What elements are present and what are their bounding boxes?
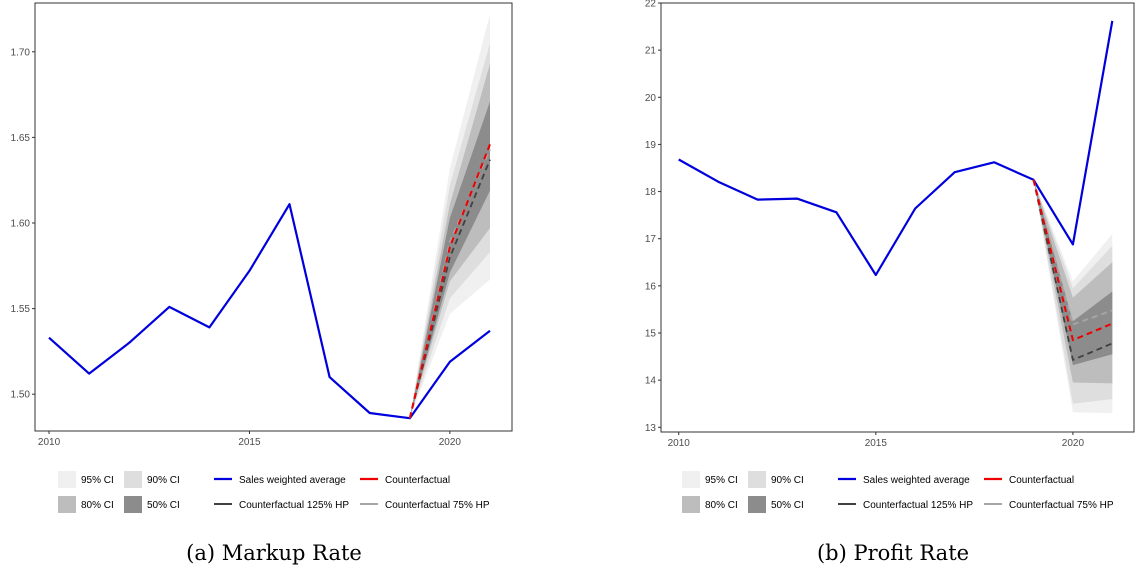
x-tick-label: 2015	[865, 438, 888, 449]
x-tick-label: 2015	[238, 437, 261, 448]
y-tick-label: 18	[645, 187, 657, 198]
ci-band-4	[1033, 179, 1113, 366]
legend-swatch-ci50	[124, 496, 142, 513]
legend-label-ci95: 95% CI	[81, 475, 114, 486]
legend-label-sales: Sales weighted average	[863, 475, 970, 486]
series-line-counterfactual	[1032, 179, 1113, 342]
x-tick-label: 2010	[38, 437, 61, 448]
y-tick-label: 17	[645, 234, 657, 245]
x-tick-label: 2020	[439, 437, 462, 448]
y-tick-label: 1.60	[11, 218, 31, 229]
legend-label-ci80: 80% CI	[705, 500, 738, 511]
y-tick-label: 14	[645, 376, 657, 387]
y-tick-label: 15	[645, 329, 657, 340]
legend-label-cf125: Counterfactual 125% HP	[239, 500, 349, 511]
chart-caption: (a) Markup Rate	[186, 541, 362, 565]
y-tick-label: 21	[645, 46, 657, 57]
y-tick-label: 13	[645, 423, 657, 434]
legend-label-ci90: 90% CI	[771, 475, 804, 486]
legend-label-cf75: Counterfactual 75% HP	[1009, 500, 1114, 511]
legend-label-counterfactual: Counterfactual	[1009, 475, 1074, 486]
y-tick-label: 22	[645, 0, 657, 10]
legend-label-counterfactual: Counterfactual	[385, 475, 450, 486]
y-tick-label: 20	[645, 93, 657, 104]
legend-label-ci90: 90% CI	[147, 475, 180, 486]
panel-border	[660, 2, 1135, 433]
series-line-sales	[48, 203, 491, 420]
legend-swatch-ci90	[748, 471, 766, 488]
legend-swatch-ci95	[58, 471, 76, 488]
legend-label-ci50: 50% CI	[147, 500, 180, 511]
x-tick-label: 2010	[668, 438, 691, 449]
y-tick-label: 19	[645, 140, 657, 151]
y-tick-label: 1.70	[11, 47, 31, 58]
legend-swatch-ci90	[124, 471, 142, 488]
legend-label-sales: Sales weighted average	[239, 475, 346, 486]
legend-swatch-ci80	[682, 496, 700, 513]
y-tick-label: 16	[645, 281, 657, 292]
legend-swatch-ci50	[748, 496, 766, 513]
series-line-cf125	[1032, 179, 1113, 361]
markup-rate-chart: 1.50 1.55 1.60 1.65 1.70 2010 2015 2020 95% CI 90…	[11, 2, 513, 565]
legend-label-cf125: Counterfactual 125% HP	[863, 500, 973, 511]
panel-border	[34, 2, 513, 432]
legend-label-ci80: 80% CI	[81, 500, 114, 511]
legend-swatch-ci95	[682, 471, 700, 488]
legend-label-ci50: 50% CI	[771, 500, 804, 511]
series-line-counterfactual	[408, 143, 491, 419]
legend-label-ci95: 95% CI	[705, 475, 738, 486]
legend-label-cf75: Counterfactual 75% HP	[385, 500, 490, 511]
series-line-sales	[678, 20, 1114, 277]
profit-rate-chart: 13 14 15 16 17 18 19 20 21 22 2010 2015 2020 95% CI 90…	[645, 0, 1135, 565]
y-tick-label: 1.55	[11, 304, 31, 315]
legend-swatch-ci80	[58, 496, 76, 513]
y-tick-label: 1.65	[11, 133, 31, 144]
chart-caption: (b) Profit Rate	[817, 541, 969, 565]
y-tick-label: 1.50	[11, 390, 31, 401]
x-tick-label: 2020	[1062, 438, 1085, 449]
